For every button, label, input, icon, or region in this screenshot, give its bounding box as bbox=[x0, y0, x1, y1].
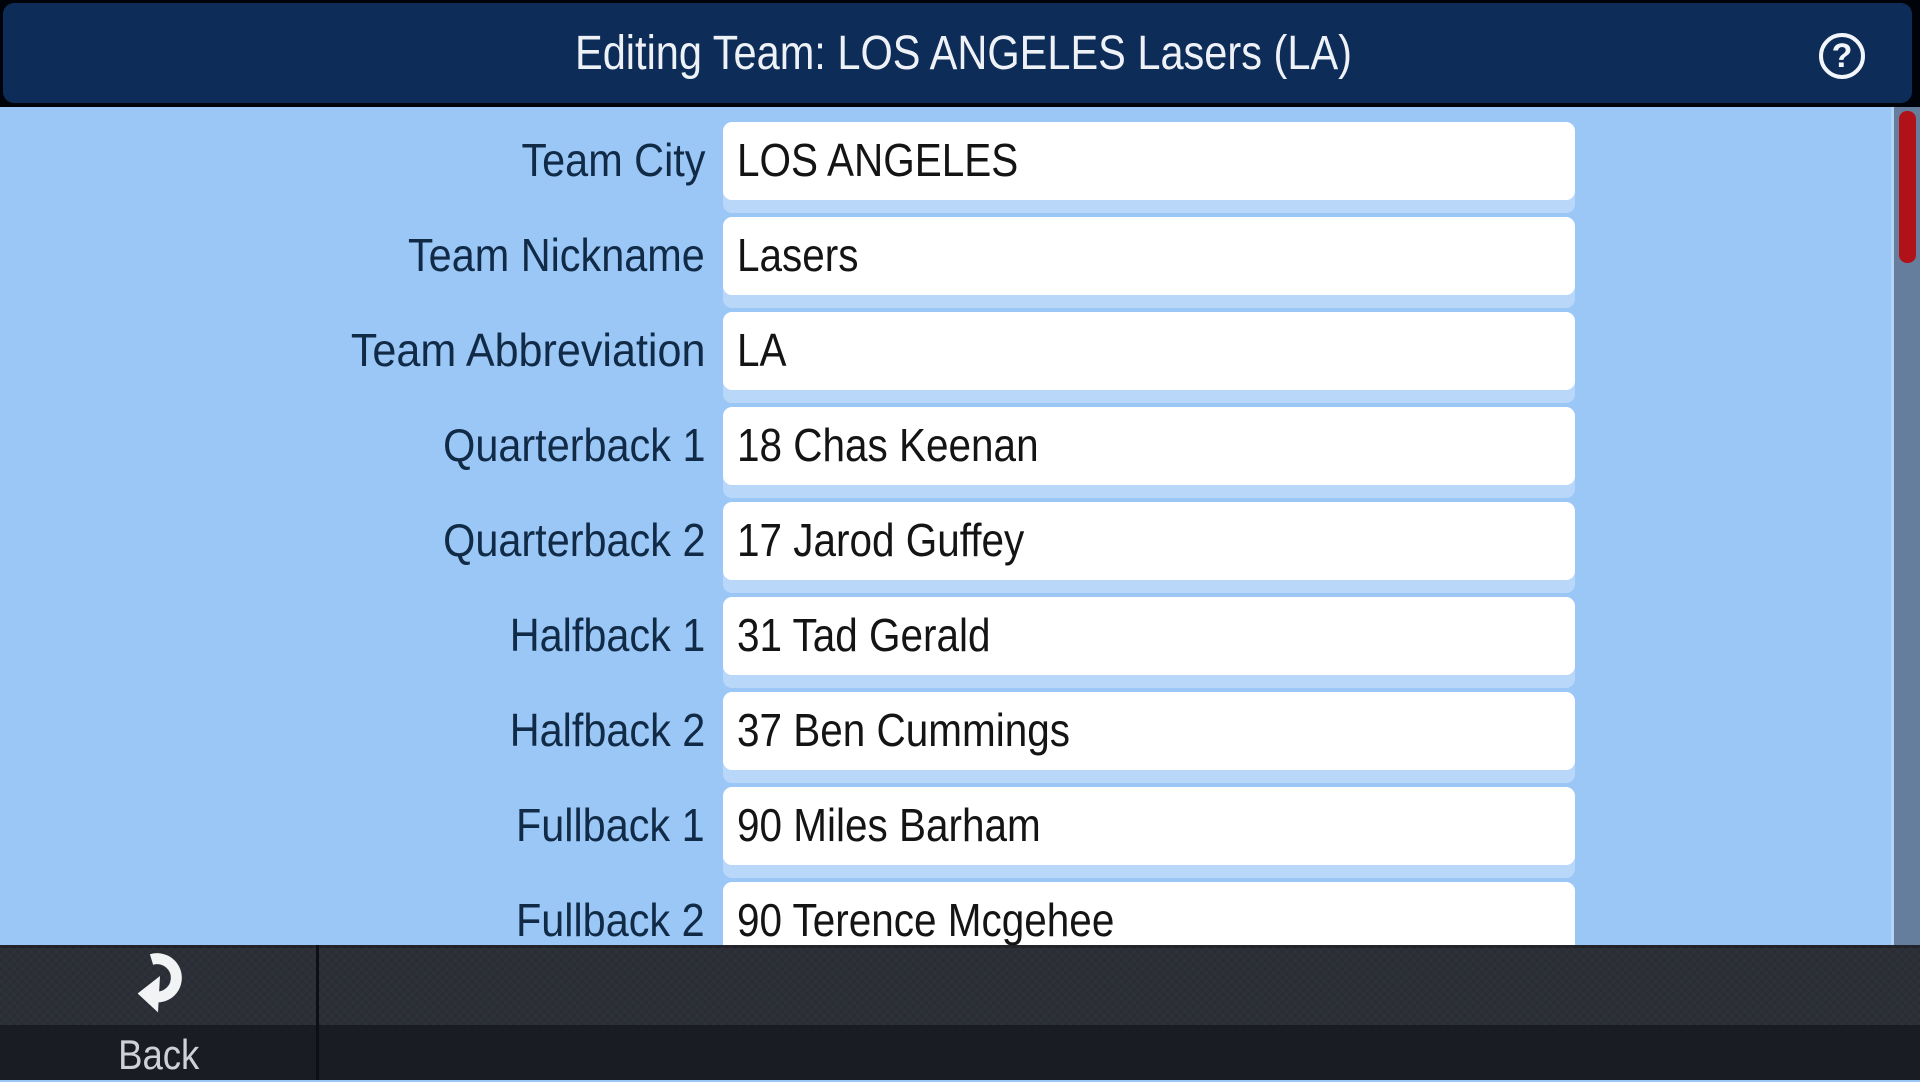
svg-text:?: ? bbox=[1832, 37, 1853, 75]
